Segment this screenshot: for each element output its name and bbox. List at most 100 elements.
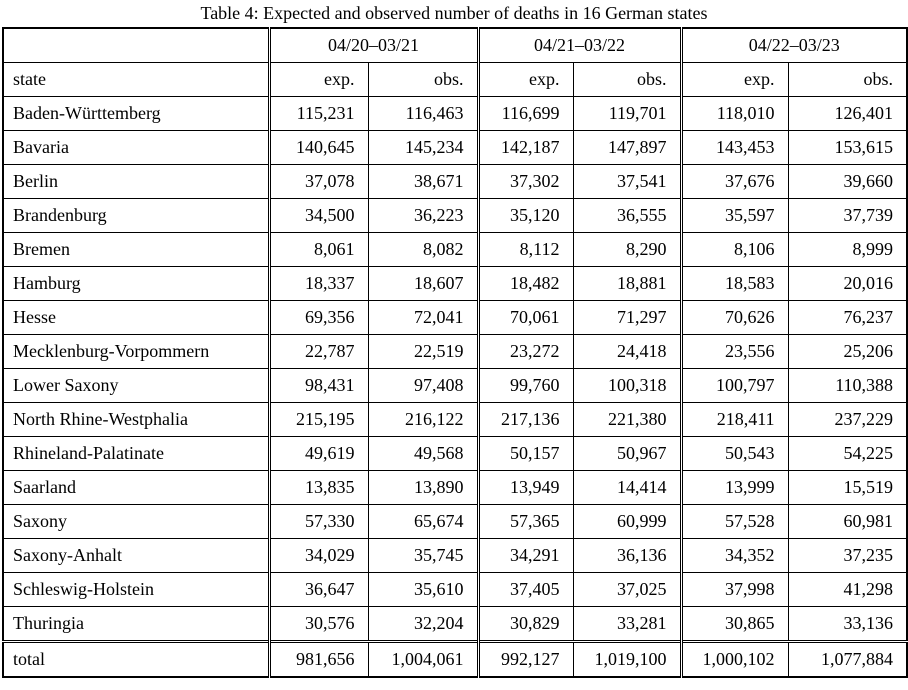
obs-value-cell: 33,281 [572,606,682,642]
obs-value-cell: 24,418 [572,334,682,369]
obs-value-cell: 153,615 [787,130,908,165]
obs-value-cell: 15,519 [787,470,908,505]
obs-column-header-3: obs. [787,62,908,97]
exp-column-header-1: exp. [267,62,369,97]
exp-value-cell: 23,272 [476,334,574,369]
obs-value-cell: 33,136 [787,606,908,642]
exp-value-cell: 116,699 [476,96,574,131]
obs-value-cell: 37,235 [787,538,908,573]
table-header: 04/20–03/21 04/21–03/22 04/22–03/23 stat… [2,27,908,97]
obs-value-cell: 8,999 [787,232,908,267]
obs-value-cell: 50,967 [572,436,682,471]
exp-value-cell: 37,078 [267,164,369,199]
obs-value-cell: 76,237 [787,300,908,335]
table-caption: Table 4: Expected and observed number of… [200,3,708,23]
obs-value-cell: 14,414 [572,470,682,505]
exp-value-cell: 37,676 [679,164,789,199]
state-name-cell: Brandenburg [2,198,270,233]
state-name-cell: Schleswig-Holstein [2,572,270,607]
period-header-3: 04/22–03/23 [679,27,908,63]
exp-value-cell: 50,543 [679,436,789,471]
exp-value-cell: 18,583 [679,266,789,301]
exp-value-cell: 37,998 [679,572,789,607]
exp-value-cell: 118,010 [679,96,789,131]
table-row: Brandenburg 34,500 36,223 35,120 36,555 … [2,198,908,233]
state-name-cell: Saxony [2,504,270,539]
exp-value-cell: 23,556 [679,334,789,369]
obs-value-cell: 39,660 [787,164,908,199]
obs-value-cell: 145,234 [367,130,479,165]
total-exp-value-2: 992,127 [476,640,574,678]
obs-value-cell: 25,206 [787,334,908,369]
state-name-cell: Hesse [2,300,270,335]
obs-value-cell: 37,025 [572,572,682,607]
exp-value-cell: 217,136 [476,402,574,437]
table-row: Rhineland-Palatinate 49,619 49,568 50,15… [2,436,908,471]
exp-value-cell: 37,302 [476,164,574,199]
obs-value-cell: 116,463 [367,96,479,131]
period-header-1: 04/20–03/21 [267,27,479,63]
obs-value-cell: 147,897 [572,130,682,165]
state-name-cell: Berlin [2,164,270,199]
exp-value-cell: 34,352 [679,538,789,573]
exp-value-cell: 8,061 [267,232,369,267]
state-name-cell: Baden-Württemberg [2,96,270,131]
state-name-cell: Rhineland-Palatinate [2,436,270,471]
obs-value-cell: 237,229 [787,402,908,437]
table-row: Saarland 13,835 13,890 13,949 14,414 13,… [2,470,908,505]
table-row: North Rhine-Westphalia 215,195 216,122 2… [2,402,908,437]
obs-column-header-1: obs. [367,62,479,97]
state-name-cell: Lower Saxony [2,368,270,403]
exp-column-header-2: exp. [476,62,574,97]
exp-value-cell: 18,337 [267,266,369,301]
obs-value-cell: 8,082 [367,232,479,267]
total-row-label: total [2,640,270,678]
total-exp-value-3: 1,000,102 [679,640,789,678]
exp-value-cell: 99,760 [476,368,574,403]
obs-value-cell: 49,568 [367,436,479,471]
obs-value-cell: 20,016 [787,266,908,301]
exp-value-cell: 13,949 [476,470,574,505]
obs-value-cell: 60,981 [787,504,908,539]
period-header-row: 04/20–03/21 04/21–03/22 04/22–03/23 [2,27,908,63]
exp-value-cell: 22,787 [267,334,369,369]
exp-value-cell: 34,500 [267,198,369,233]
exp-value-cell: 69,356 [267,300,369,335]
exp-value-cell: 34,291 [476,538,574,573]
obs-value-cell: 18,607 [367,266,479,301]
exp-value-cell: 142,187 [476,130,574,165]
exp-value-cell: 36,647 [267,572,369,607]
exp-value-cell: 35,120 [476,198,574,233]
obs-value-cell: 110,388 [787,368,908,403]
exp-value-cell: 100,797 [679,368,789,403]
table-body: Baden-Württemberg 115,231 116,463 116,69… [2,96,908,642]
obs-value-cell: 221,380 [572,402,682,437]
exp-value-cell: 50,157 [476,436,574,471]
state-name-cell: Saxony-Anhalt [2,538,270,573]
table-row: Hesse 69,356 72,041 70,061 71,297 70,626… [2,300,908,335]
total-obs-value-3: 1,077,884 [787,640,908,678]
exp-value-cell: 13,999 [679,470,789,505]
state-name-cell: Hamburg [2,266,270,301]
exp-value-cell: 8,106 [679,232,789,267]
exp-value-cell: 37,405 [476,572,574,607]
exp-value-cell: 30,829 [476,606,574,642]
table-row: Thuringia 30,576 32,204 30,829 33,281 30… [2,606,908,642]
exp-value-cell: 143,453 [679,130,789,165]
obs-value-cell: 13,890 [367,470,479,505]
obs-value-cell: 8,290 [572,232,682,267]
state-name-cell: Thuringia [2,606,270,642]
obs-value-cell: 97,408 [367,368,479,403]
state-name-cell: Saarland [2,470,270,505]
exp-value-cell: 57,365 [476,504,574,539]
table-row: Hamburg 18,337 18,607 18,482 18,881 18,5… [2,266,908,301]
exp-value-cell: 215,195 [267,402,369,437]
exp-value-cell: 30,576 [267,606,369,642]
exp-value-cell: 8,112 [476,232,574,267]
exp-value-cell: 70,061 [476,300,574,335]
table-row: Berlin 37,078 38,671 37,302 37,541 37,67… [2,164,908,199]
obs-value-cell: 72,041 [367,300,479,335]
exp-value-cell: 140,645 [267,130,369,165]
obs-value-cell: 36,555 [572,198,682,233]
